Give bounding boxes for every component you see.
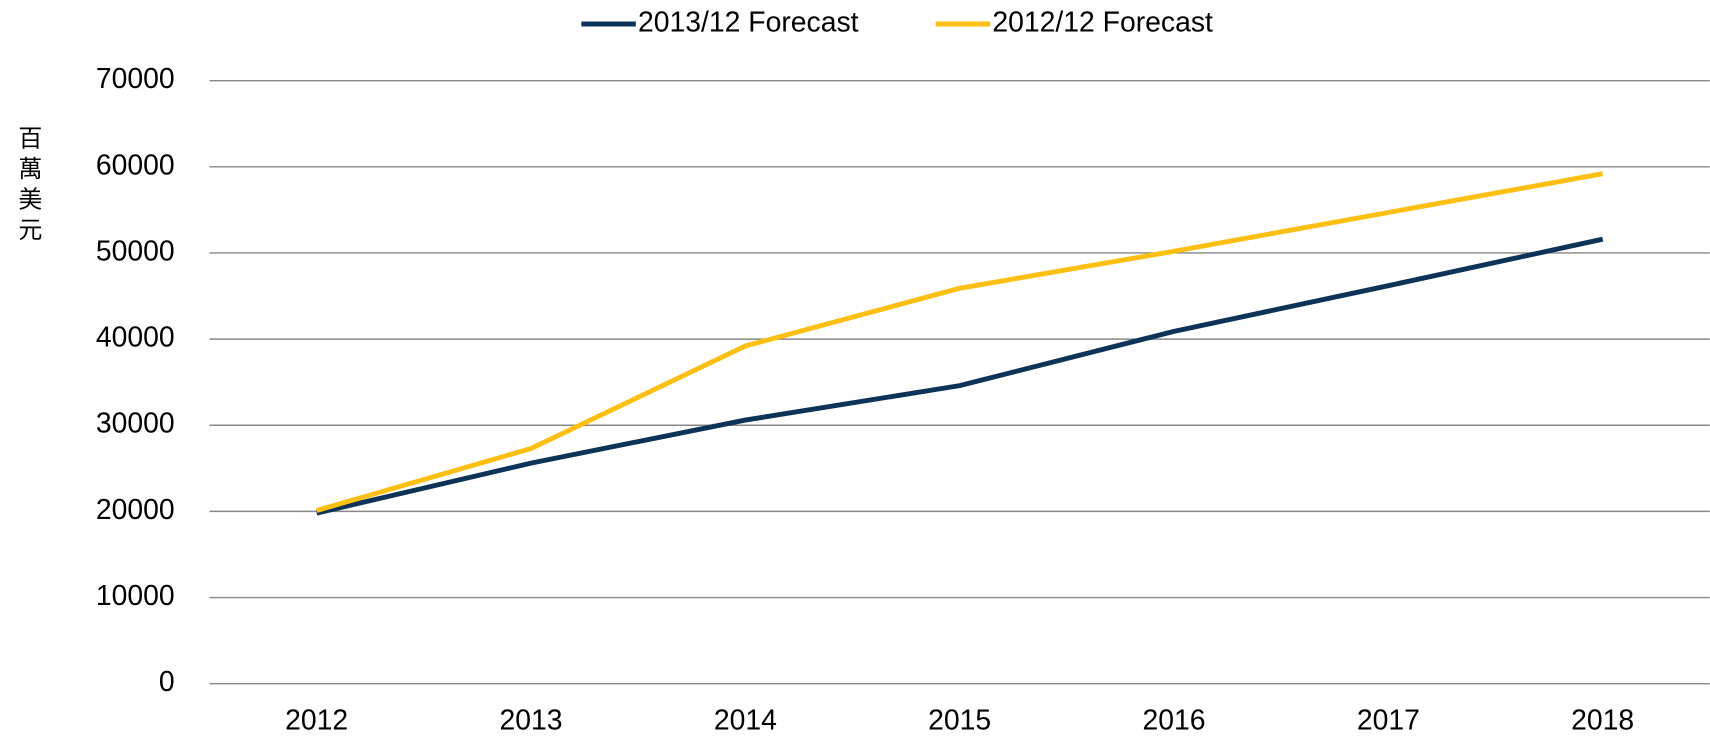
series-line (315, 171, 1604, 513)
y-tick-label: 70000 (96, 63, 175, 95)
x-tick-label: 2012 (285, 704, 348, 736)
x-tick-label: 2015 (928, 704, 991, 736)
y-tick-label: 0 (159, 666, 175, 698)
y-tick-label: 60000 (96, 149, 175, 181)
x-tick-label: 2017 (1357, 704, 1420, 736)
x-tick-label: 2018 (1571, 704, 1634, 736)
legend-label: 2012/12 Forecast (992, 6, 1213, 38)
y-tick-label: 20000 (96, 494, 175, 526)
y-tick-label: 50000 (96, 235, 175, 267)
x-tick-label: 2013 (499, 704, 562, 736)
y-axis-label: 百萬美元 (14, 125, 42, 247)
legend-label: 2013/12 Forecast (638, 6, 859, 38)
series-line (316, 236, 1604, 516)
y-tick-label: 40000 (96, 322, 175, 354)
y-tick-label: 10000 (96, 580, 175, 612)
x-tick-label: 2014 (714, 704, 777, 736)
x-tick-label: 2016 (1142, 704, 1205, 736)
y-tick-label: 30000 (96, 408, 175, 440)
